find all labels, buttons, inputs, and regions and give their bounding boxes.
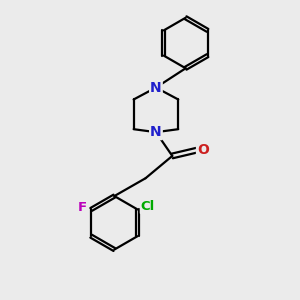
Text: N: N <box>150 81 162 94</box>
Text: O: O <box>197 143 209 157</box>
Text: F: F <box>78 202 87 214</box>
Text: Cl: Cl <box>141 200 155 213</box>
Text: N: N <box>150 125 162 139</box>
